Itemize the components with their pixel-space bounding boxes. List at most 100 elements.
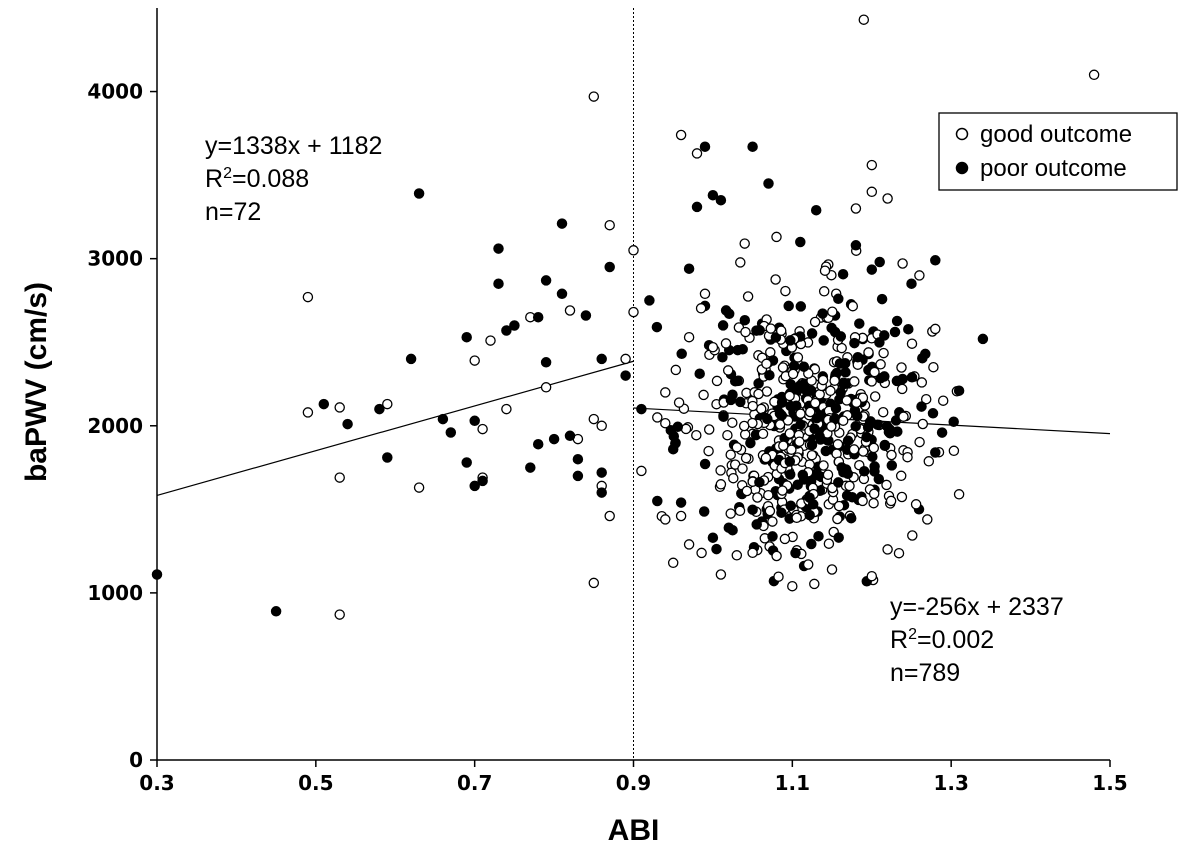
good-outcome-point [334,609,345,620]
y-tick-label: 1000 [87,581,143,605]
poor-outcome-point [795,236,806,248]
poor-outcome-point [596,467,607,478]
cluster-point [897,258,908,269]
good-outcome-point [501,403,512,415]
poor-outcome-point [461,331,472,343]
cluster-point [715,465,726,476]
cluster-point [720,305,732,316]
cluster-point [857,446,869,457]
cluster-point [948,416,959,427]
cluster-point [696,547,707,559]
poor-outcome-point [596,487,607,498]
poor-outcome-point [493,243,504,254]
cluster-point [784,469,796,480]
good-outcome-point [604,219,615,231]
poor-outcome-point [620,370,631,381]
cluster-point [817,308,828,319]
poor-outcome-point [930,447,941,458]
cluster-point [703,424,715,435]
poor-outcome-point [564,430,576,442]
cluster-point [916,377,928,388]
cluster-point [948,445,960,457]
cluster-point [728,472,739,484]
cluster-point [777,485,788,496]
cluster-point [737,463,748,474]
poor-outcome-point [270,606,282,617]
regression-line-low-abi [156,360,634,496]
cluster-point [879,330,890,341]
cluster-point [842,435,854,446]
cluster-point [850,421,861,432]
cluster-point [651,321,663,333]
cluster-point [764,369,775,381]
cluster-point [795,301,807,312]
cluster-point [741,485,753,497]
cluster-point [711,375,723,387]
poor-outcome-point [691,201,703,213]
good-outcome-point [628,306,639,318]
cluster-point [720,338,732,349]
good-outcome-point [747,547,758,559]
good-outcome-point [858,14,870,25]
cluster-point [916,401,927,412]
x-tick-label: 0.3 [139,771,174,795]
poor-outcome-point [810,204,822,216]
cluster-point [848,444,860,455]
cluster-point [889,326,901,338]
cluster-point [731,442,743,453]
cluster-point [917,418,929,430]
good-outcome-point [787,580,798,592]
cluster-point [881,479,892,491]
cluster-point [920,393,932,405]
poor-outcome-point [556,218,568,229]
cluster-point [868,442,880,454]
cluster-point [795,419,806,430]
cluster-point [868,497,879,509]
y-tick-label: 4000 [87,80,143,104]
good-outcome-point [914,270,925,281]
cluster-point [751,519,762,530]
good-outcome-point [802,559,814,570]
good-outcome-point [866,186,878,198]
good-outcome-point [882,193,893,204]
good-outcome-point [564,305,576,316]
cluster-point [875,359,886,370]
poor-outcome-point [548,433,560,445]
cluster-point [786,444,797,455]
cluster-point [836,462,847,473]
poor-outcome-point [874,256,885,268]
good-outcome-point [675,510,687,522]
cluster-point [851,397,862,408]
annotation-line: R2=0.088 [205,165,309,193]
cluster-point [711,543,722,555]
cluster-point [833,532,844,543]
cluster-point [735,396,746,408]
cluster-point [806,439,818,451]
cluster-point [806,328,818,339]
poor-outcome-point [556,288,568,300]
good-outcome-point [588,91,600,102]
cluster-point [832,439,844,450]
cluster-point [792,352,804,363]
cluster-point [762,413,773,425]
poor-outcome-point [906,278,917,289]
cluster-point [694,368,705,379]
poor-outcome-point [850,240,862,251]
data-points [151,14,1100,620]
cluster-point [874,337,885,348]
poor-outcome-point [461,457,472,468]
cluster-point [897,373,908,385]
cluster-point [837,415,849,426]
cluster-point [903,323,914,335]
good-outcome-point [620,353,631,365]
cluster-point [790,547,801,559]
poor-outcome-point [930,255,941,266]
cluster-point [830,402,842,414]
good-outcome-point [596,420,607,432]
cluster-point [895,470,907,482]
good-outcome-point [691,148,703,159]
cluster-point [869,366,880,378]
cluster-point [822,469,834,480]
regression-annotation-normal-abi: y=-256x + 2337 R2=0.002 n=789 [890,593,1064,687]
